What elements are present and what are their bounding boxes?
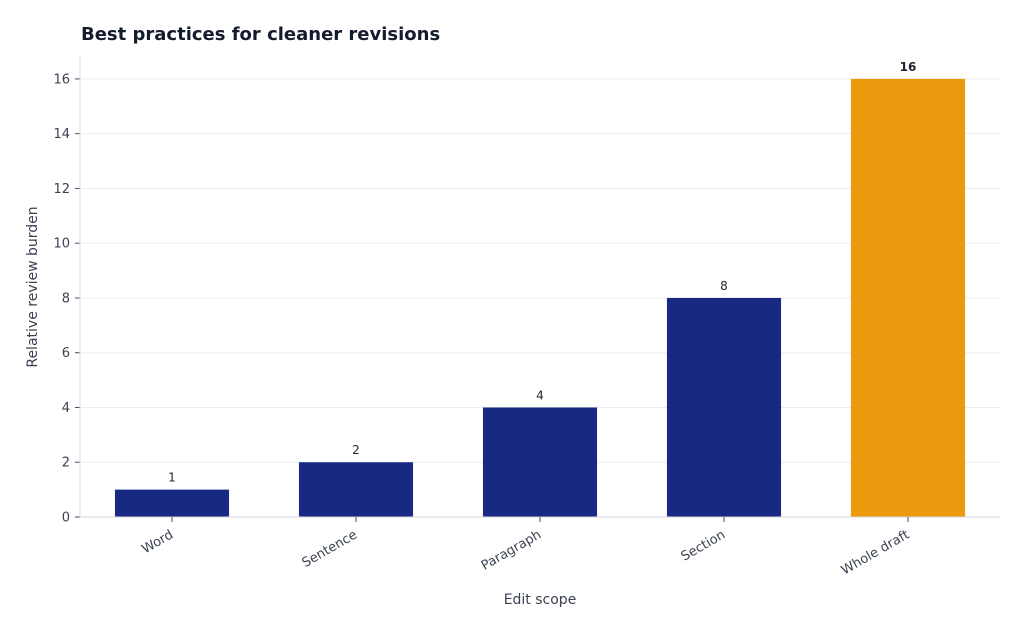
y-tick-label: 6 [62, 346, 70, 361]
bar-section [666, 297, 782, 517]
data-label: 8 [720, 279, 728, 293]
bars [114, 78, 966, 518]
y-tick-label: 14 [53, 127, 70, 142]
data-label: 16 [900, 60, 917, 74]
x-tick-label: Paragraph [479, 527, 544, 573]
bar-whole-draft [850, 78, 966, 518]
bar-paragraph [482, 407, 598, 517]
x-axis-title: Edit scope [504, 592, 577, 608]
y-tick-label: 2 [62, 456, 70, 471]
bar-word [114, 489, 230, 517]
chart-title: Best practices for cleaner revisions [81, 24, 440, 45]
x-tick-label: Whole draft [839, 527, 912, 578]
data-label: 4 [536, 388, 544, 402]
y-tick-label: 4 [62, 401, 70, 416]
data-label: 2 [352, 443, 360, 457]
x-tick-label: Word [140, 527, 176, 557]
data-labels: 1 2 4 8 16 [168, 60, 916, 485]
y-tick-label: 0 [62, 511, 70, 526]
y-tick-label: 8 [62, 291, 70, 306]
y-tick-label: 12 [53, 182, 70, 197]
y-tick-label: 16 [53, 72, 70, 87]
gridlines [80, 78, 1000, 463]
data-label: 1 [168, 471, 176, 485]
y-tick-label: 10 [53, 237, 70, 252]
x-tick-label: Sentence [300, 527, 360, 570]
x-tick-label: Section [679, 527, 728, 564]
bar-sentence [298, 462, 414, 517]
y-axis-title: Relative review burden [25, 206, 41, 367]
